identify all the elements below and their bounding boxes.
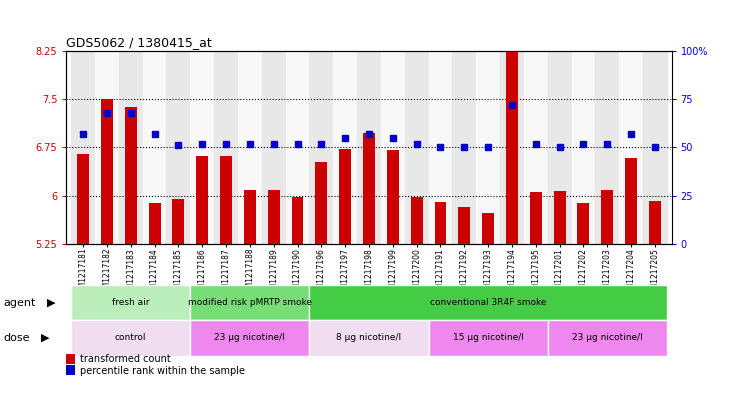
Text: control: control <box>115 334 147 342</box>
Bar <box>190 51 214 244</box>
Bar <box>167 51 190 244</box>
Bar <box>262 51 286 244</box>
Text: percentile rank within the sample: percentile rank within the sample <box>80 365 245 376</box>
Bar <box>125 107 137 244</box>
Bar <box>238 51 262 244</box>
Text: ▶: ▶ <box>46 298 55 308</box>
Bar <box>339 149 351 244</box>
Text: 23 μg nicotine/l: 23 μg nicotine/l <box>215 334 286 342</box>
Bar <box>554 191 565 244</box>
Bar <box>619 51 643 244</box>
Bar <box>101 99 113 244</box>
Bar <box>429 51 452 244</box>
Bar <box>77 154 89 244</box>
Text: transformed count: transformed count <box>80 354 170 364</box>
Text: conventional 3R4F smoke: conventional 3R4F smoke <box>430 298 546 307</box>
Bar <box>71 285 190 320</box>
Bar <box>435 202 446 244</box>
Bar <box>286 51 309 244</box>
Bar <box>148 203 161 244</box>
Text: modified risk pMRTP smoke: modified risk pMRTP smoke <box>188 298 312 307</box>
Bar <box>357 51 381 244</box>
Text: 15 μg nicotine/l: 15 μg nicotine/l <box>452 334 523 342</box>
Bar <box>596 51 619 244</box>
Bar <box>309 51 334 244</box>
Bar <box>524 51 548 244</box>
Bar <box>95 51 119 244</box>
Text: dose: dose <box>4 333 30 343</box>
Bar <box>643 51 667 244</box>
Bar <box>571 51 596 244</box>
Bar <box>410 197 423 244</box>
Bar <box>244 190 256 244</box>
Bar <box>500 51 524 244</box>
Bar <box>196 156 208 244</box>
Bar <box>71 320 190 356</box>
Bar <box>577 203 590 244</box>
Text: agent: agent <box>4 298 36 308</box>
Text: GDS5062 / 1380415_at: GDS5062 / 1380415_at <box>66 36 212 49</box>
Bar <box>71 51 95 244</box>
Bar <box>404 51 429 244</box>
Bar <box>458 207 470 244</box>
Bar <box>429 320 548 356</box>
Bar <box>315 162 328 244</box>
Bar <box>268 190 280 244</box>
Bar <box>119 51 142 244</box>
Text: fresh air: fresh air <box>112 298 150 307</box>
Bar <box>309 320 429 356</box>
Bar <box>363 133 375 244</box>
Bar <box>190 285 309 320</box>
Bar <box>601 190 613 244</box>
Bar <box>530 192 542 244</box>
Bar <box>190 320 309 356</box>
Bar <box>220 156 232 244</box>
Bar <box>506 47 518 244</box>
Bar <box>625 158 637 244</box>
Bar <box>548 320 667 356</box>
Bar <box>142 51 167 244</box>
Bar <box>482 213 494 244</box>
Bar <box>292 197 303 244</box>
Text: 8 μg nicotine/l: 8 μg nicotine/l <box>337 334 401 342</box>
Text: 23 μg nicotine/l: 23 μg nicotine/l <box>572 334 643 342</box>
Bar <box>173 199 184 244</box>
Text: ▶: ▶ <box>41 333 49 343</box>
Bar <box>309 285 667 320</box>
Bar <box>214 51 238 244</box>
Bar <box>476 51 500 244</box>
Bar <box>548 51 571 244</box>
Bar <box>452 51 476 244</box>
Bar <box>381 51 404 244</box>
Bar <box>649 201 661 244</box>
Bar <box>334 51 357 244</box>
Bar <box>387 150 399 244</box>
